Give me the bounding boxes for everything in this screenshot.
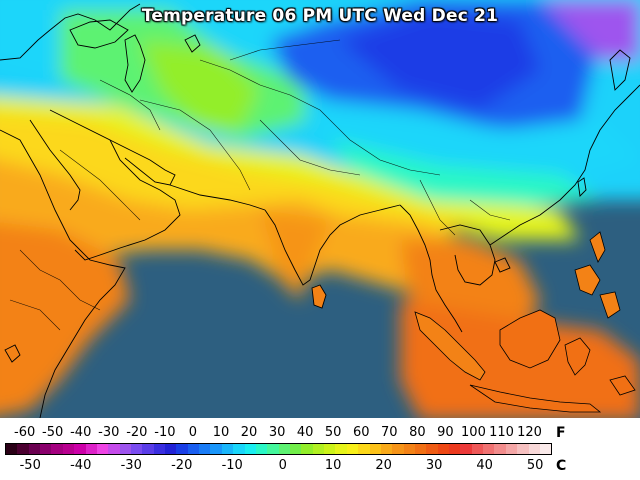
color-swatch bbox=[96, 444, 109, 454]
fahrenheit-tick: -30 bbox=[98, 425, 120, 440]
color-swatch bbox=[130, 444, 143, 454]
color-swatch bbox=[40, 444, 52, 454]
temperature-field bbox=[0, 0, 640, 418]
color-swatch bbox=[199, 444, 211, 454]
color-swatch bbox=[6, 444, 18, 454]
color-swatch bbox=[74, 444, 86, 454]
fahrenheit-tick: 50 bbox=[324, 425, 342, 440]
celsius-tick: 30 bbox=[425, 458, 443, 473]
color-swatch bbox=[119, 444, 131, 454]
color-swatch bbox=[346, 444, 359, 454]
color-swatch bbox=[255, 444, 268, 454]
color-swatch bbox=[210, 444, 222, 454]
color-swatch bbox=[380, 444, 393, 454]
celsius-tick: -10 bbox=[221, 458, 243, 473]
fahrenheit-tick: -60 bbox=[14, 425, 36, 440]
celsius-tick: -30 bbox=[120, 458, 142, 473]
fahrenheit-tick: 100 bbox=[461, 425, 486, 440]
color-swatch bbox=[369, 444, 381, 454]
color-swatch bbox=[335, 444, 347, 454]
borders bbox=[9, 39, 511, 331]
coastlines bbox=[0, 3, 640, 418]
celsius-unit-label: C bbox=[556, 458, 567, 474]
color-swatch bbox=[528, 444, 540, 454]
islands bbox=[414, 231, 636, 413]
color-swatch bbox=[426, 444, 438, 454]
color-swatch bbox=[278, 444, 290, 454]
fahrenheit-tick: -10 bbox=[154, 425, 176, 440]
fahrenheit-unit-label: F bbox=[556, 425, 566, 441]
celsius-tick: 40 bbox=[476, 458, 493, 473]
fahrenheit-tick: 110 bbox=[489, 425, 514, 440]
color-swatch bbox=[85, 444, 97, 454]
fahrenheit-tick: -40 bbox=[70, 425, 92, 440]
color-swatch bbox=[392, 444, 404, 454]
color-swatch bbox=[414, 444, 427, 454]
color-swatch bbox=[17, 444, 29, 454]
celsius-tick: 50 bbox=[526, 458, 544, 473]
color-swatch bbox=[221, 444, 234, 454]
color-swatch bbox=[483, 444, 495, 454]
fahrenheit-tick: 90 bbox=[437, 425, 454, 440]
color-swatch bbox=[267, 444, 279, 454]
fahrenheit-tick: -50 bbox=[42, 425, 64, 440]
color-swatch bbox=[358, 444, 370, 454]
fahrenheit-tick: 80 bbox=[409, 425, 426, 440]
temperature-map bbox=[0, 0, 640, 418]
color-swatch bbox=[539, 444, 552, 454]
color-swatch bbox=[176, 444, 188, 454]
fahrenheit-tick: -20 bbox=[126, 425, 148, 440]
color-swatch bbox=[62, 444, 75, 454]
color-swatch bbox=[437, 444, 450, 454]
fahrenheit-tick: 60 bbox=[352, 425, 370, 440]
color-swatch bbox=[165, 444, 177, 454]
map-title: Temperature 06 PM UTC Wed Dec 21 bbox=[141, 6, 499, 26]
celsius-tick: -20 bbox=[171, 458, 193, 473]
celsius-tick: -50 bbox=[19, 458, 41, 473]
fahrenheit-tick: 20 bbox=[240, 425, 258, 440]
fahrenheit-tick: 70 bbox=[381, 425, 398, 440]
color-swatch bbox=[51, 444, 63, 454]
fahrenheit-tick: 120 bbox=[517, 425, 542, 440]
color-swatch bbox=[460, 444, 472, 454]
color-swatch bbox=[28, 444, 41, 454]
color-swatch bbox=[403, 444, 415, 454]
color-swatch bbox=[153, 444, 166, 454]
fahrenheit-tick: 30 bbox=[268, 425, 286, 440]
color-swatch bbox=[142, 444, 154, 454]
color-swatch bbox=[108, 444, 120, 454]
color-swatch bbox=[233, 444, 245, 454]
color-swatch bbox=[301, 444, 313, 454]
celsius-tick: -40 bbox=[70, 458, 92, 473]
fahrenheit-tick: 0 bbox=[188, 425, 198, 440]
celsius-tick: 20 bbox=[375, 458, 392, 473]
color-swatch bbox=[312, 444, 325, 454]
celsius-tick: 0 bbox=[278, 458, 287, 473]
color-scale-bar bbox=[5, 443, 552, 455]
color-swatch bbox=[505, 444, 518, 454]
color-swatch bbox=[187, 444, 200, 454]
color-swatch bbox=[517, 444, 529, 454]
color-swatch bbox=[471, 444, 484, 454]
color-swatch bbox=[494, 444, 506, 454]
fahrenheit-tick: 40 bbox=[296, 425, 314, 440]
fahrenheit-tick: 10 bbox=[212, 425, 230, 440]
color-swatch bbox=[289, 444, 302, 454]
color-swatch bbox=[449, 444, 461, 454]
color-swatch bbox=[244, 444, 256, 454]
celsius-tick: 10 bbox=[324, 458, 342, 473]
color-swatch bbox=[324, 444, 336, 454]
